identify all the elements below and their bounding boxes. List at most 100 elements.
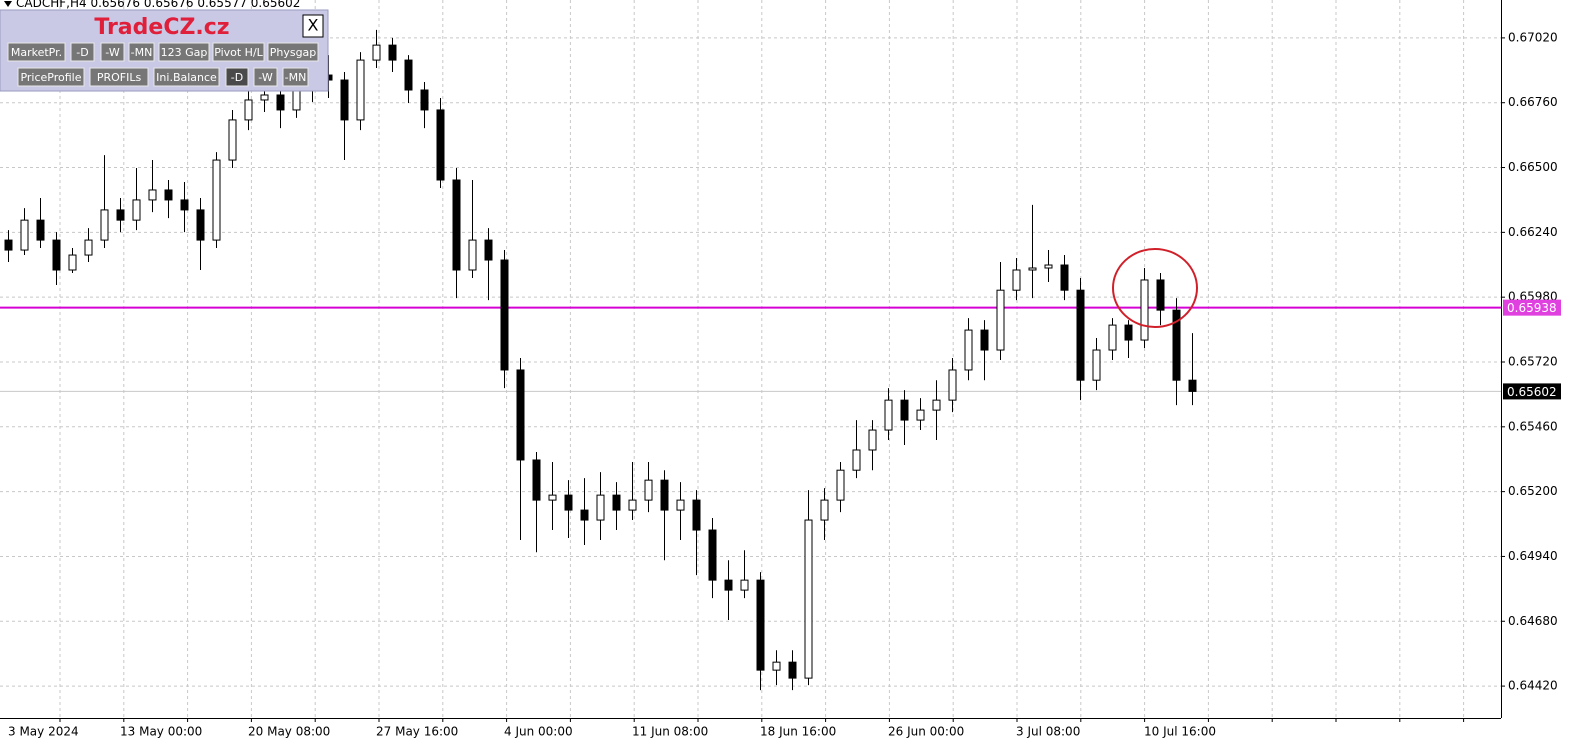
- panel-button[interactable]: [7, 42, 66, 62]
- panel-button[interactable]: [128, 42, 155, 62]
- panel-button-label[interactable]: PriceProfile: [20, 71, 81, 84]
- candle-body: [292, 89, 301, 111]
- price-label: 0.65938: [1507, 301, 1557, 315]
- panel-button-label[interactable]: Ini.Balance: [156, 71, 217, 84]
- candle-body: [692, 499, 701, 531]
- candle-body: [596, 494, 605, 521]
- candle-body: [1124, 324, 1133, 341]
- panel-button[interactable]: [70, 42, 95, 62]
- candle-body: [740, 579, 749, 591]
- candle-body: [660, 479, 669, 511]
- panel-button-label[interactable]: Physgap: [270, 46, 317, 59]
- panel-button[interactable]: [225, 67, 249, 87]
- candle-body: [1140, 279, 1149, 341]
- candle-body: [116, 209, 125, 221]
- candle-body: [1060, 264, 1069, 291]
- panel-button[interactable]: [253, 67, 278, 87]
- candle-body: [980, 329, 989, 351]
- candle-body: [900, 399, 909, 421]
- candle-body: [1172, 309, 1181, 381]
- candle-body: [676, 499, 685, 511]
- panel-button-label[interactable]: Pivot H/L: [214, 46, 263, 59]
- candle-body: [532, 459, 541, 501]
- candle-body: [1028, 267, 1037, 271]
- candle-body: [548, 494, 557, 501]
- high: 0.65676: [144, 0, 194, 10]
- panel-button[interactable]: [212, 42, 265, 62]
- candle-body: [836, 469, 845, 501]
- candle-body: [932, 399, 941, 411]
- panel-button[interactable]: [17, 67, 85, 87]
- candle-body: [916, 409, 925, 421]
- candle-body: [52, 239, 61, 271]
- candle-body: [180, 199, 189, 211]
- x-tick-label: 11 Jun 08:00: [632, 725, 708, 739]
- candle-body: [436, 109, 445, 181]
- candle-body: [484, 239, 493, 261]
- candle-body: [68, 254, 77, 271]
- x-tick-label: 13 May 00:00: [120, 725, 202, 739]
- candle-body: [500, 259, 509, 371]
- candle-body: [372, 44, 381, 61]
- panel-button[interactable]: [89, 67, 149, 87]
- candle-body: [964, 329, 973, 371]
- panel-button-label[interactable]: -W: [258, 71, 273, 84]
- candle-body: [1108, 324, 1117, 351]
- header-arrow: [4, 1, 12, 7]
- panel-button-label[interactable]: MarketPr.: [11, 46, 62, 59]
- candle-body: [516, 369, 525, 461]
- candle-body: [452, 179, 461, 271]
- panel-button[interactable]: [267, 42, 319, 62]
- panel-button[interactable]: [100, 42, 125, 62]
- candle-body: [756, 579, 765, 671]
- candle-body: [356, 59, 365, 121]
- open: 0.65676: [90, 0, 140, 10]
- candle-body: [1044, 264, 1053, 269]
- x-tick-label: 26 Jun 00:00: [888, 725, 964, 739]
- candle-body: [820, 499, 829, 521]
- candle-body: [804, 519, 813, 679]
- panel-button[interactable]: [153, 67, 220, 87]
- candle-body: [772, 661, 781, 671]
- candle-body: [100, 209, 109, 241]
- candle-body: [276, 94, 285, 111]
- panel-button-label[interactable]: -D: [76, 46, 88, 59]
- x-tick-label: 20 May 08:00: [248, 725, 330, 739]
- panel-button[interactable]: [158, 42, 210, 62]
- y-tick-label: 0.64420: [1508, 679, 1558, 693]
- candle-body: [1156, 279, 1165, 311]
- panel-button-label[interactable]: -W: [105, 46, 120, 59]
- panel-button-label[interactable]: -D: [231, 71, 243, 84]
- close-button[interactable]: [302, 14, 324, 38]
- x-tick-label: 4 Jun 00:00: [504, 725, 573, 739]
- panel-button-label[interactable]: PROFILs: [97, 71, 142, 84]
- candle-body: [724, 579, 733, 591]
- y-tick-label: 0.65200: [1508, 484, 1558, 498]
- symbol: CADCHF,H4: [16, 0, 87, 10]
- candle-body: [788, 661, 797, 679]
- panel-button-label[interactable]: 123 Gap: [161, 46, 208, 59]
- candle-body: [244, 99, 253, 121]
- candle-body: [420, 89, 429, 111]
- y-tick-label: 0.67020: [1508, 30, 1558, 44]
- panel-title: TradeCZ.cz: [94, 15, 229, 40]
- candle-body: [196, 209, 205, 241]
- candle-body: [628, 499, 637, 511]
- candle-body: [884, 399, 893, 431]
- candle-body: [948, 369, 957, 401]
- annotation-circle: [1112, 248, 1198, 328]
- plot: [0, 29, 1501, 691]
- close-label[interactable]: X: [308, 16, 319, 35]
- grid: [0, 0, 1501, 718]
- candle-body: [164, 189, 173, 201]
- candle-body: [4, 239, 13, 251]
- panel-button-label[interactable]: -MN: [285, 71, 307, 84]
- panel-button-label[interactable]: -MN: [131, 46, 153, 59]
- candle-body: [260, 94, 269, 101]
- tool-panel: TradeCZ.cz X MarketPr. -D -W -MN 123 Gap Pivo…: [0, 9, 329, 92]
- panel-button[interactable]: [282, 67, 309, 87]
- candle-body: [708, 529, 717, 581]
- x-tick-label: 3 Jul 08:00: [1016, 725, 1080, 739]
